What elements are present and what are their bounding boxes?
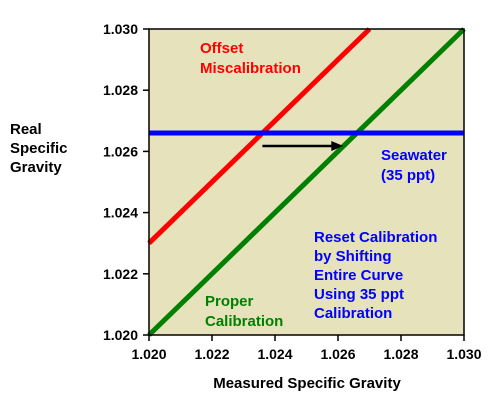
series-layer	[147, 27, 466, 337]
annotation-seawater: Seawater (35 ppt)	[381, 147, 447, 184]
annotation-reset-line-4: Using 35 ppt	[314, 286, 404, 303]
x-tick-label: 1.022	[194, 346, 229, 362]
annotation-proper: Proper Calibration	[205, 293, 283, 330]
y-tick-label: 1.028	[103, 82, 138, 98]
annotation-reset-line-5: Calibration	[314, 305, 392, 322]
annotation-reset-line-1: Reset Calibration	[314, 229, 437, 246]
ticks-layer: 1.020 1.022 1.024 1.026 1.028 1.030 1.020 1.022…	[103, 21, 482, 362]
annotation-offset: Offset Miscalibration	[200, 40, 301, 77]
y-tick-label: 1.020	[103, 327, 138, 343]
x-tick-label: 1.026	[320, 346, 355, 362]
x-tick-label: 1.024	[257, 346, 292, 362]
series-line-proper	[147, 27, 466, 337]
annotation-reset: Reset Calibration by Shifting Entire Cur…	[314, 229, 437, 322]
x-axis-title: Measured Specific Gravity	[213, 375, 401, 392]
annotation-offset-line-2: Miscalibration	[200, 60, 301, 77]
y-tick-label: 1.024	[103, 205, 138, 221]
annotation-seawater-line-2: (35 ppt)	[381, 167, 435, 184]
annotation-proper-line-1: Proper	[205, 293, 254, 310]
arrow-head	[331, 141, 344, 152]
y-tick-label: 1.030	[103, 21, 138, 37]
x-tick-label: 1.030	[446, 346, 481, 362]
series-line-offset	[147, 27, 372, 245]
x-tick-label: 1.020	[131, 346, 166, 362]
y-axis-title-line-3: Gravity	[10, 159, 62, 176]
annotation-seawater-line-1: Seawater	[381, 147, 447, 164]
annotation-proper-line-2: Calibration	[205, 313, 283, 330]
x-tick-label: 1.028	[383, 346, 418, 362]
y-axis-title-line-2: Specific	[10, 140, 68, 157]
annotation-offset-line-1: Offset	[200, 40, 243, 57]
annotation-reset-line-3: Entire Curve	[314, 267, 403, 284]
y-axis-title-line-1: Real	[10, 121, 42, 138]
plot-frame	[148, 28, 465, 336]
y-tick-label: 1.022	[103, 266, 138, 282]
y-tick-label: 1.026	[103, 143, 138, 159]
annotation-reset-line-2: by Shifting	[314, 248, 392, 265]
